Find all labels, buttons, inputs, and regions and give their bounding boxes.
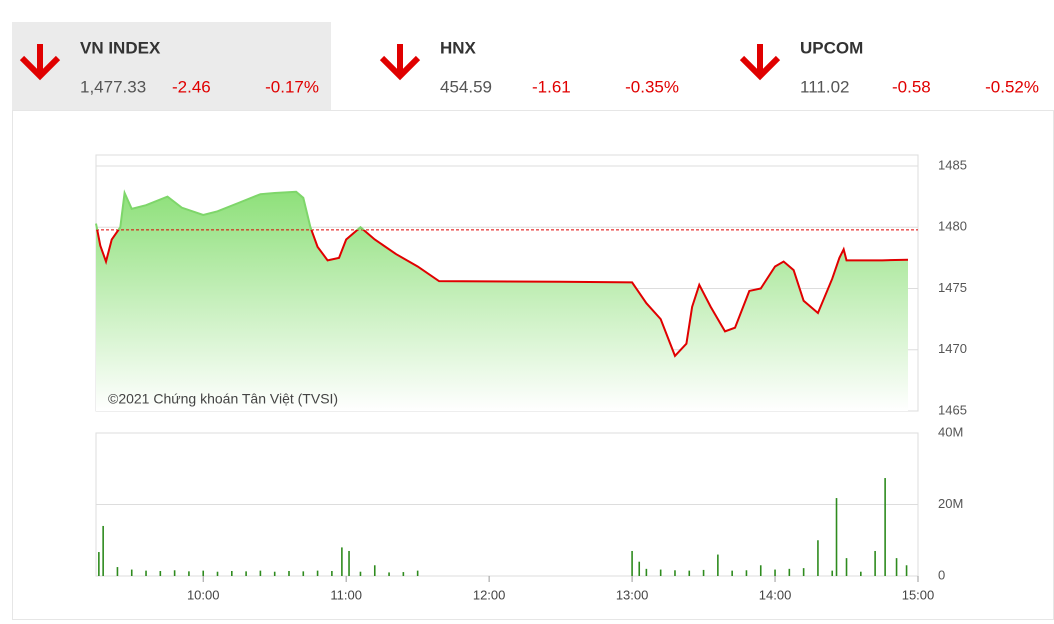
tab-change: -1.61 xyxy=(532,77,571,96)
tab-value: 111.02 xyxy=(800,77,849,96)
copyright: ©2021 Chứng khoán Tân Việt (TVSI) xyxy=(108,391,338,407)
down-arrow xyxy=(19,44,61,81)
tab-percent: -0.17% xyxy=(265,77,319,96)
volume-bar xyxy=(388,572,390,576)
y-tick-label: 40M xyxy=(938,424,963,439)
volume-bar xyxy=(373,565,376,576)
active-tab[interactable] xyxy=(12,22,331,110)
volume-bar xyxy=(216,571,219,576)
tab-percent: -0.52% xyxy=(985,77,1039,96)
tab-change: -2.46 xyxy=(172,77,211,96)
volume-bar xyxy=(159,570,162,576)
volume-bar xyxy=(102,525,104,576)
volume-bar xyxy=(874,550,876,576)
volume-bar xyxy=(188,571,190,576)
volume-bar xyxy=(348,550,350,576)
volume-bar xyxy=(402,572,405,576)
x-tick-label: 13:00 xyxy=(616,587,649,602)
y-tick-label: 20M xyxy=(938,496,963,511)
volume-bar xyxy=(688,570,691,576)
volume-bar xyxy=(860,571,862,576)
volume-bar xyxy=(774,569,776,576)
y-tick-label: 1485 xyxy=(938,157,967,172)
y-tick-label: 1470 xyxy=(938,341,967,356)
volume-bar xyxy=(759,565,762,576)
volume-bar xyxy=(341,547,343,576)
y-tick-label: 1465 xyxy=(938,402,967,417)
volume-bar xyxy=(416,570,419,576)
tab-value: 1,477.33 xyxy=(80,77,146,96)
volume-bar xyxy=(895,558,898,576)
volume-bar xyxy=(331,570,333,576)
volume-bar xyxy=(288,570,290,576)
price-line-up xyxy=(95,189,366,230)
volume-bar xyxy=(831,570,834,576)
volume-bar xyxy=(745,570,748,576)
volume-bar xyxy=(302,571,305,576)
volume-bar xyxy=(231,570,233,576)
tab-percent: -0.35% xyxy=(625,77,679,96)
volume-bar xyxy=(788,568,791,576)
volume-bar xyxy=(905,565,908,576)
volume-bar xyxy=(659,569,662,576)
tab-change: -0.58 xyxy=(892,77,931,96)
tab-value: 454.59 xyxy=(440,77,492,96)
x-tick-label: 10:00 xyxy=(187,587,220,602)
price-line-down xyxy=(96,229,909,358)
volume-bar xyxy=(731,570,733,576)
down-arrow xyxy=(379,44,421,81)
x-tick-label: 11:00 xyxy=(330,587,362,602)
y-tick-label: 1475 xyxy=(938,280,967,295)
x-tick-label: 15:00 xyxy=(902,587,935,602)
tab-name: VN INDEX xyxy=(80,38,161,57)
price-area xyxy=(96,191,908,411)
volume-bar xyxy=(817,540,819,576)
volume-bar xyxy=(359,571,362,576)
volume-bar xyxy=(638,561,641,576)
volume-bar xyxy=(717,554,719,576)
volume-bar xyxy=(259,570,262,576)
volume-bar xyxy=(835,498,838,576)
x-tick-label: 14:00 xyxy=(759,587,792,602)
volume-bar xyxy=(145,570,147,576)
volume-bar xyxy=(245,571,247,576)
volume-bar xyxy=(884,478,886,576)
volume-bar xyxy=(316,570,319,576)
volume-bar xyxy=(273,571,276,576)
volume-bar xyxy=(845,558,848,576)
volume-bar xyxy=(802,568,805,576)
volume-bar xyxy=(98,552,100,576)
volume-bar xyxy=(130,569,133,576)
tab-name: UPCOM xyxy=(800,38,863,57)
y-tick-label: 1480 xyxy=(938,219,967,234)
down-arrow xyxy=(739,44,781,81)
y-tick-label: 0 xyxy=(938,567,945,582)
volume-bar xyxy=(702,569,705,576)
volume-bar xyxy=(173,570,176,576)
volume-bar xyxy=(202,570,205,576)
volume-bar xyxy=(631,550,633,576)
tab-name: HNX xyxy=(440,38,477,57)
volume-bar xyxy=(645,568,648,576)
volume-bar xyxy=(674,570,676,576)
x-tick-label: 12:00 xyxy=(473,587,506,602)
volume-bar xyxy=(116,567,119,576)
